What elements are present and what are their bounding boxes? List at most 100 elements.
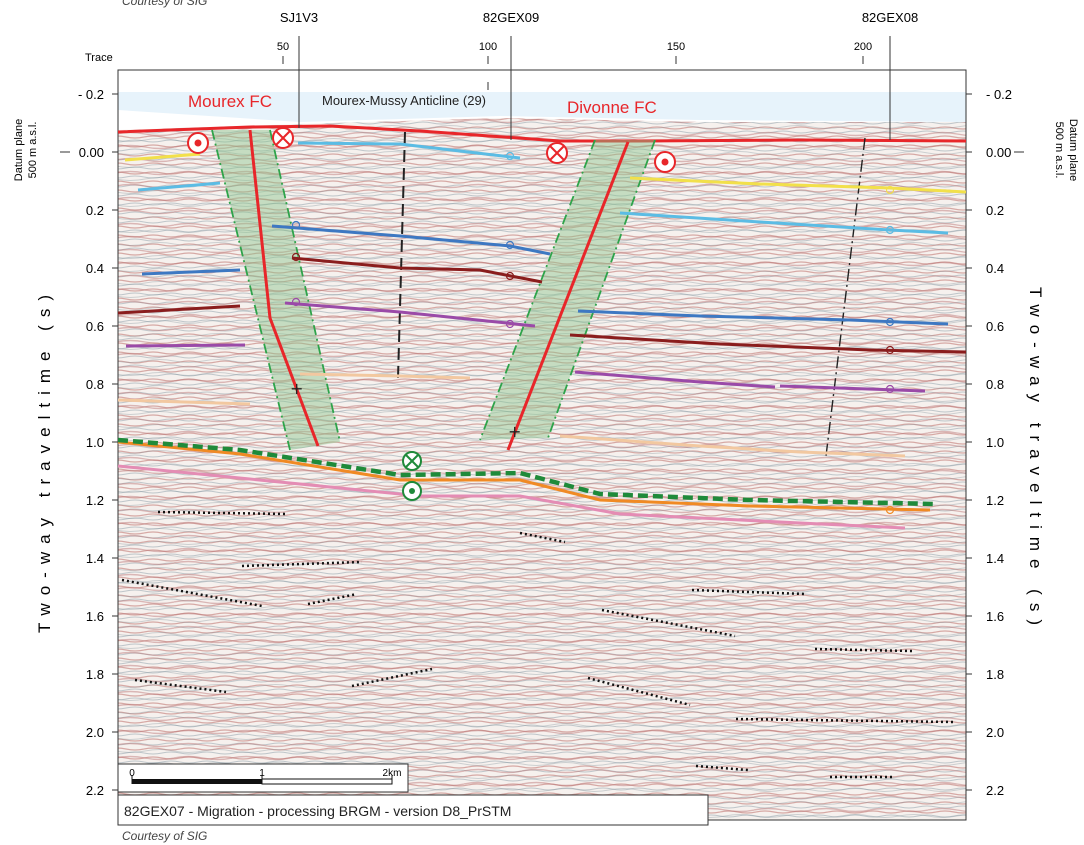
left-tick-label: 1.0	[86, 435, 104, 450]
green-out-of-page-symbol	[402, 481, 422, 501]
divonne-fc-label: Divonne FC	[567, 98, 657, 117]
right-tick-label: 1.4	[986, 551, 1004, 566]
pick-marker	[885, 317, 895, 327]
trace-label: Trace	[85, 52, 113, 64]
well-markers	[298, 36, 891, 140]
left-tick-labels: - 0.2 0.00 0.2 0.4 0.6 0.8 1.0 1.2 1.4 1…	[78, 87, 104, 798]
left-tick-label: 1.4	[86, 551, 104, 566]
basal-decollement	[117, 437, 936, 507]
horizon-blue-west	[141, 268, 241, 276]
mourex-fault	[248, 129, 320, 447]
right-tick-label: 1.6	[986, 609, 1004, 624]
right-tick-labels: - 0.2 0.00 0.2 0.4 0.6 0.8 1.0 1.2 1.4 1…	[986, 87, 1012, 798]
well-label-82gex09: 82GEX09	[483, 10, 539, 25]
pick-marker	[505, 151, 515, 161]
trace-axis-ticks	[282, 56, 864, 90]
right-tick-label: 0.00	[986, 145, 1011, 160]
pick-marker	[291, 297, 301, 307]
well-label-sj1v3: SJ1V3	[280, 10, 318, 25]
left-tick-label: 0.2	[86, 203, 104, 218]
datum-label-right-2: 500 m a.s.l.	[1053, 122, 1065, 179]
datum-band	[118, 92, 966, 122]
horizon-purple-central	[284, 301, 536, 328]
pick-marker	[505, 319, 515, 329]
scale-bar	[117, 763, 409, 793]
left-tick-label: 2.2	[86, 783, 104, 798]
left-tick-label: 2.0	[86, 725, 104, 740]
well-label-82gex08: 82GEX08	[862, 10, 918, 25]
caption-box	[117, 794, 709, 826]
deep-reflectors	[121, 510, 954, 779]
divonne-zone-edge-left	[479, 139, 596, 441]
horizon-blue-central	[271, 224, 551, 256]
divonne-fault-zone	[480, 140, 655, 440]
central-dashed-fault	[397, 131, 406, 379]
scale-label-1: 1	[259, 768, 265, 779]
right-tick-label: 0.2	[986, 203, 1004, 218]
pick-marker	[505, 240, 515, 250]
right-tick-label: 1.0	[986, 435, 1004, 450]
red-out-of-page-symbol-east	[654, 151, 676, 173]
horizon-tan-east	[559, 434, 906, 458]
horizon-tan-central	[299, 372, 471, 380]
caption-text: 82GEX07 - Migration - processing BRGM - …	[124, 803, 511, 819]
credit-bottom: Courtesy of SIG	[122, 829, 207, 843]
pick-marker	[885, 345, 895, 355]
fault-cross-mourex: +	[290, 379, 303, 398]
left-tick-label: 0.00	[79, 145, 104, 160]
left-tick-label: - 0.2	[78, 87, 104, 102]
mourex-fc-label: Mourex FC	[188, 92, 272, 111]
horizon-yellow-east	[629, 176, 967, 194]
divonne-zone-edge-right	[547, 139, 656, 439]
pick-marker	[505, 271, 515, 281]
y-axis-title-right: Two-way traveltime (s)	[1026, 287, 1045, 633]
right-tick-label: 0.4	[986, 261, 1004, 276]
right-tick-label: 1.8	[986, 667, 1004, 682]
datum-label-right-1: Datum plane	[1067, 119, 1079, 181]
left-tick-label: 1.8	[86, 667, 104, 682]
horizon-maroon-east	[569, 333, 967, 354]
red-into-page-symbol-west	[272, 127, 294, 149]
horizon-purple-west	[125, 343, 246, 348]
horizon-orange	[117, 440, 931, 512]
divonne-fault	[506, 141, 630, 451]
fault-cross-divonne: +	[508, 422, 521, 441]
horizon-yellow-west	[124, 152, 201, 162]
green-into-page-symbol	[402, 451, 422, 471]
topography-red-line	[117, 124, 967, 143]
right-tick-label: 1.2	[986, 493, 1004, 508]
trace-tick-label: 150	[667, 41, 685, 53]
mourex-zone-edge-left	[211, 129, 291, 451]
datum-label-left-1: Datum plane	[13, 119, 25, 181]
left-tick-label: 0.6	[86, 319, 104, 334]
pick-marker	[885, 225, 895, 235]
horizon-maroon-west	[117, 304, 241, 315]
right-tick-label: 2.2	[986, 783, 1004, 798]
horizon-purple-east-2	[779, 384, 926, 393]
datum-label-left-2: 500 m a.s.l.	[27, 122, 39, 179]
left-tick-label: 1.2	[86, 493, 104, 508]
pick-marker	[885, 185, 895, 195]
horizon-pink	[117, 464, 906, 530]
horizon-cyan-central	[297, 141, 521, 160]
right-tick-label: 0.8	[986, 377, 1004, 392]
trace-tick-label: 200	[854, 41, 872, 53]
time-ticks	[60, 93, 1024, 791]
anticline-label: Mourex-Mussy Anticline (29)	[322, 93, 486, 108]
mourex-fault-zone	[212, 130, 340, 450]
east-dashdot-fault	[825, 137, 866, 457]
pick-marker	[885, 384, 895, 394]
trace-tick-label: 100	[479, 41, 497, 53]
y-axis-title-left: Two-way traveltime (s)	[35, 287, 54, 633]
red-out-of-page-symbol-west	[187, 132, 209, 154]
horizon-tan-west	[117, 398, 251, 406]
left-tick-label: 1.6	[86, 609, 104, 624]
horizon-maroon-central	[291, 256, 543, 284]
horizon-cyan-east	[619, 211, 949, 235]
right-tick-label: 2.0	[986, 725, 1004, 740]
credit-top: Courtesy of SIG	[122, 0, 207, 8]
horizon-blue-east	[577, 309, 949, 326]
red-into-page-symbol-east	[546, 142, 568, 164]
pick-marker	[291, 220, 301, 230]
right-tick-label: - 0.2	[986, 87, 1012, 102]
